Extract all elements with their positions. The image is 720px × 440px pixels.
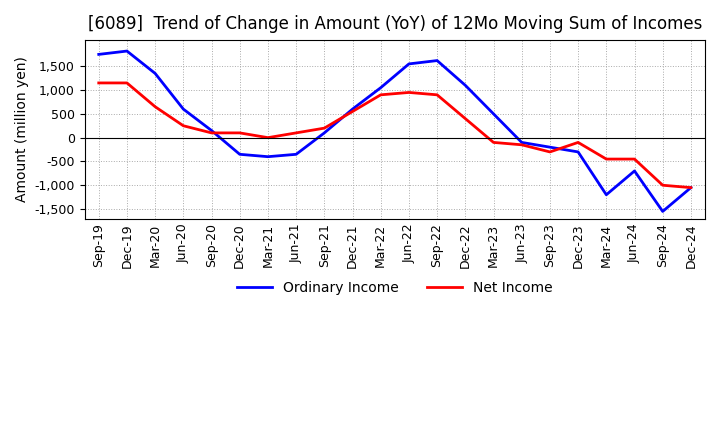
Net Income [433, 92, 441, 98]
Net Income [235, 130, 244, 136]
Net Income [602, 157, 611, 162]
Ordinary Income [207, 128, 216, 133]
Title: [6089]  Trend of Change in Amount (YoY) of 12Mo Moving Sum of Incomes: [6089] Trend of Change in Amount (YoY) o… [88, 15, 702, 33]
Net Income [122, 80, 131, 85]
Ordinary Income [348, 106, 357, 112]
Y-axis label: Amount (million yen): Amount (million yen) [15, 56, 29, 202]
Ordinary Income [602, 192, 611, 198]
Ordinary Income [150, 71, 159, 76]
Ordinary Income [687, 185, 696, 190]
Net Income [292, 130, 300, 136]
Net Income [489, 140, 498, 145]
Net Income [461, 116, 469, 121]
Ordinary Income [320, 130, 328, 136]
Ordinary Income [658, 209, 667, 214]
Net Income [320, 125, 328, 131]
Ordinary Income [292, 152, 300, 157]
Net Income [264, 135, 272, 140]
Ordinary Income [264, 154, 272, 159]
Ordinary Income [433, 58, 441, 63]
Net Income [546, 149, 554, 154]
Net Income [348, 109, 357, 114]
Net Income [518, 142, 526, 147]
Net Income [687, 185, 696, 190]
Ordinary Income [122, 48, 131, 54]
Ordinary Income [461, 83, 469, 88]
Net Income [377, 92, 385, 98]
Ordinary Income [489, 111, 498, 117]
Ordinary Income [630, 169, 639, 174]
Net Income [207, 130, 216, 136]
Ordinary Income [235, 152, 244, 157]
Net Income [574, 140, 582, 145]
Ordinary Income [518, 140, 526, 145]
Line: Ordinary Income: Ordinary Income [99, 51, 691, 211]
Net Income [150, 104, 159, 110]
Ordinary Income [179, 106, 188, 112]
Net Income [179, 123, 188, 128]
Ordinary Income [94, 52, 103, 57]
Ordinary Income [377, 85, 385, 90]
Legend: Ordinary Income, Net Income: Ordinary Income, Net Income [232, 276, 558, 301]
Ordinary Income [405, 61, 413, 66]
Line: Net Income: Net Income [99, 83, 691, 187]
Net Income [630, 157, 639, 162]
Ordinary Income [574, 149, 582, 154]
Ordinary Income [546, 144, 554, 150]
Net Income [658, 183, 667, 188]
Net Income [94, 80, 103, 85]
Net Income [405, 90, 413, 95]
